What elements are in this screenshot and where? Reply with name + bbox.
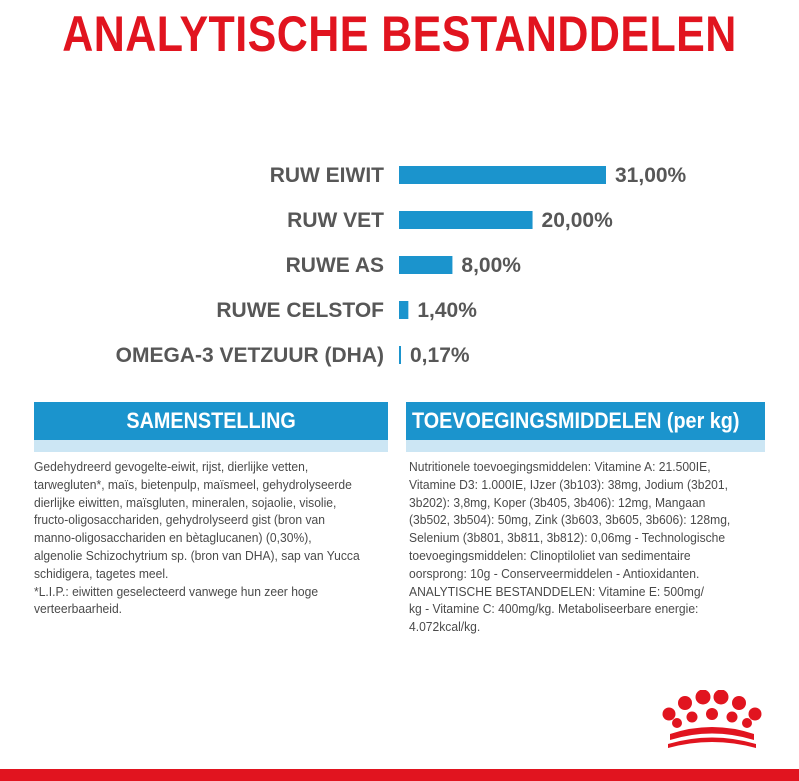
additives-line: 4.072kcal/kg.: [409, 619, 481, 635]
additives-line: toevoegingsmiddelen: Clinoptiloliet van …: [409, 547, 691, 563]
bar: [399, 256, 453, 274]
category-label: RUW VET: [287, 209, 384, 232]
additives-line: 3b202): 3,8mg, Koper (3b405, 3b406): 12m…: [409, 494, 706, 510]
composition-line: fructo-oligosacchariden, gehydrolyseerd …: [34, 512, 325, 528]
value-label: 8,00%: [461, 254, 521, 277]
composition-line: Gedehydreerd gevogelte-eiwit, rijst, die…: [34, 459, 309, 474]
composition-heading-underband: [34, 440, 388, 452]
additives-heading-underband: [406, 440, 765, 452]
additives-line: oorsprong: 10g - Conserveermiddelen - An…: [409, 565, 700, 581]
bar: [399, 211, 533, 229]
category-label: RUWE AS: [286, 254, 384, 277]
additives-line: Selenium (3b801, 3b811, 3b812): 0,06mg -…: [409, 530, 726, 546]
value-label: 20,00%: [542, 209, 614, 232]
composition-heading-text: SAMENSTELLING: [126, 408, 296, 433]
value-label: 1,40%: [417, 299, 477, 322]
additives-line: kg - Vitamine C: 400mg/kg. Metaboliseerb…: [409, 601, 699, 617]
additives-line: Nutritionele toevoegingsmiddelen: Vitami…: [409, 459, 711, 474]
composition-heading: SAMENSTELLING: [34, 402, 388, 440]
additives-text: Nutritionele toevoegingsmiddelen: Vitami…: [409, 458, 765, 636]
additives-line: (3b502, 3b504): 50mg, Zink (3b603, 3b605…: [409, 512, 731, 528]
composition-line: schidigera, tagetes meel.: [34, 565, 169, 581]
category-label: RUWE CELSTOF: [216, 299, 384, 322]
additives-line: ANALYTISCHE BESTANDDELEN: Vitamine E: 50…: [409, 583, 704, 599]
composition-line: dierlijke eiwitten, maïsgluten, minerale…: [34, 494, 337, 510]
value-label: 31,00%: [615, 164, 687, 187]
composition-line: tarwegluten*, maïs, bietenpulp, maïsmeel…: [34, 476, 352, 492]
composition-line: verteerbaarheid.: [34, 601, 123, 617]
composition-text: Gedehydreerd gevogelte-eiwit, rijst, die…: [34, 458, 370, 618]
composition-line: *L.I.P.: eiwitten geselecteerd vanwege h…: [34, 583, 319, 599]
bottom-accent-bar: [0, 769, 799, 781]
nutrient-bar-chart: RUW EIWIT 31,00% RUW VET 20,00% RUWE AS 8,00%…: [116, 164, 687, 367]
bar: [399, 166, 606, 184]
page-title: ANALYTISCHE BESTANDDELEN: [62, 6, 737, 62]
additives-heading: TOEVOEGINGSMIDDELEN (per kg): [406, 402, 765, 440]
additives-heading-text: TOEVOEGINGSMIDDELEN (per kg): [412, 408, 740, 433]
category-label: OMEGA-3 VETZUUR (DHA): [116, 344, 384, 367]
value-label: 0,17%: [410, 344, 470, 367]
bar: [399, 301, 409, 319]
category-label: RUW EIWIT: [270, 164, 384, 187]
composition-line: manno-oligosacchariden en bètaglucanen) …: [34, 530, 312, 546]
royal-canin-crown-icon: [662, 690, 762, 748]
bar: [399, 346, 401, 364]
additives-line: Vitamine D3: 1.000IE, IJzer (3b103): 38m…: [409, 476, 729, 492]
composition-line: algenolie Schizochytrium sp. (bron van D…: [34, 547, 360, 563]
